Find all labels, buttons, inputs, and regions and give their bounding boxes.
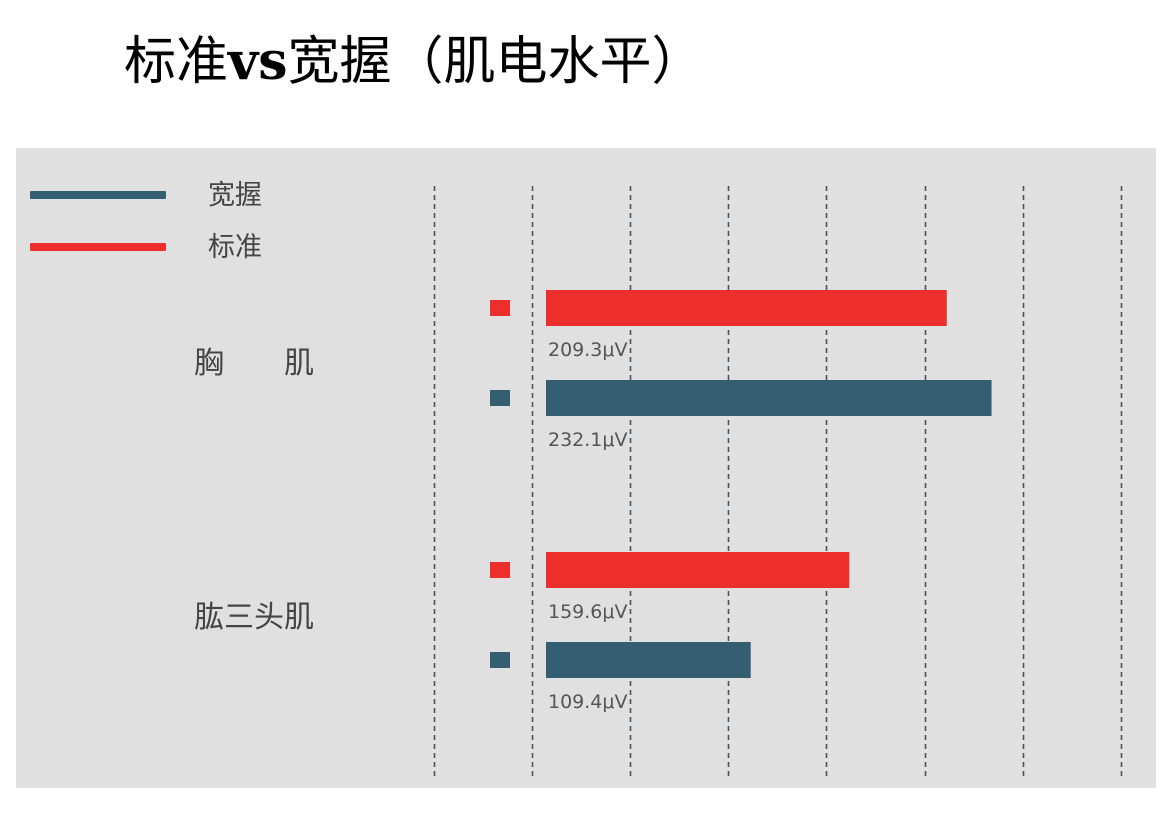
- legend-swatch-standard: [30, 243, 166, 251]
- legend-label-standard: 标准: [208, 232, 262, 263]
- bar-wide-0: [546, 380, 992, 416]
- value-label-standard-0: 209.3μV: [548, 339, 627, 361]
- chart-panel: 209.3μV 232.1μV 159.6μV 109.4μV 宽握 标准 胸 肌 肱…: [16, 148, 1156, 788]
- title-part-vs: vs: [228, 31, 288, 92]
- bar-standard-1: [546, 552, 850, 588]
- title-part-2: 宽握（肌电水平）: [287, 32, 704, 92]
- legend-swatch-wide: [30, 191, 166, 199]
- bar-marker-wide-1: [490, 652, 510, 668]
- bar-chart: 209.3μV 232.1μV 159.6μV 109.4μV: [433, 186, 1123, 778]
- bar-marker-standard-0: [490, 300, 510, 316]
- value-label-standard-1: 159.6μV: [548, 601, 627, 623]
- category-label-chest: 胸 肌: [194, 346, 314, 381]
- bar-wide-1: [546, 642, 751, 678]
- page-title: 标准vs宽握（肌电水平）: [124, 22, 704, 102]
- bar-marker-standard-1: [490, 562, 510, 578]
- value-label-wide-0: 232.1μV: [548, 429, 627, 451]
- legend-label-wide: 宽握: [208, 180, 262, 211]
- title-part-1: 标准: [124, 32, 229, 92]
- bar-standard-0: [546, 290, 947, 326]
- value-label-wide-1: 109.4μV: [548, 691, 627, 713]
- bar-marker-wide-0: [490, 390, 510, 406]
- category-label-triceps: 肱三头肌: [194, 600, 314, 635]
